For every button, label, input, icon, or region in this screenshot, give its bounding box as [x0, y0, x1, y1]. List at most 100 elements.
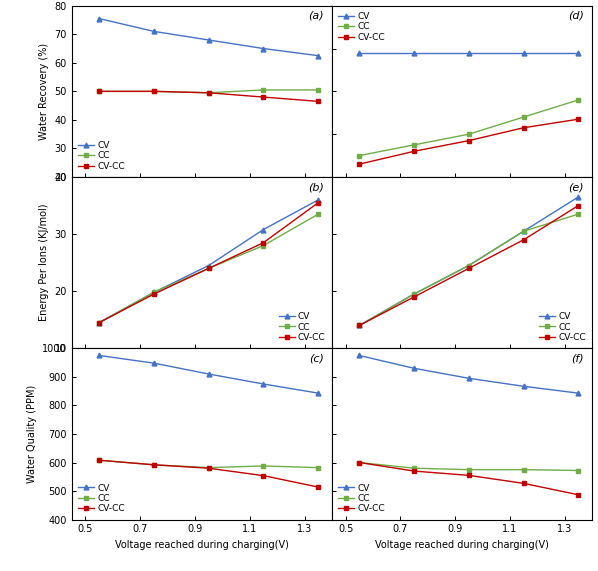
CV-CC — [575, 202, 582, 209]
Line: CV-CC: CV-CC — [357, 203, 581, 328]
CV — [356, 50, 363, 57]
CV-CC — [315, 484, 322, 490]
CV — [575, 50, 582, 57]
CC — [205, 90, 212, 96]
CC — [410, 142, 417, 148]
CV-CC — [520, 480, 527, 486]
CC — [96, 88, 103, 95]
CV — [410, 291, 417, 297]
CV-CC — [150, 88, 157, 95]
CV — [356, 352, 363, 359]
CC — [575, 467, 582, 474]
Text: (a): (a) — [309, 11, 324, 21]
Line: CV-CC: CV-CC — [357, 116, 581, 167]
CV-CC — [205, 465, 212, 472]
CV — [205, 262, 212, 269]
CC — [575, 211, 582, 218]
CV — [96, 319, 103, 326]
CV-CC — [205, 90, 212, 96]
CV-CC — [410, 468, 417, 475]
Legend: CV, CC, CV-CC: CV, CC, CV-CC — [77, 482, 126, 515]
CV-CC — [260, 239, 267, 246]
CV — [520, 383, 527, 390]
CV-CC — [356, 459, 363, 466]
CV-CC — [356, 322, 363, 329]
CV-CC — [315, 199, 322, 206]
CV-CC — [150, 291, 157, 297]
Line: CV-CC: CV-CC — [357, 460, 581, 497]
CC — [575, 96, 582, 103]
Line: CC: CC — [357, 460, 581, 473]
CV — [356, 322, 363, 329]
Line: CV: CV — [357, 353, 581, 396]
CC — [315, 87, 322, 94]
Line: CV: CV — [97, 198, 321, 325]
Line: CV-CC: CV-CC — [97, 89, 321, 104]
CV — [410, 365, 417, 372]
CV — [205, 371, 212, 377]
Line: CC: CC — [357, 212, 581, 328]
CC — [150, 88, 157, 95]
Text: (d): (d) — [568, 11, 584, 21]
Text: (b): (b) — [308, 182, 324, 192]
CV — [150, 289, 157, 296]
CV-CC — [520, 124, 527, 131]
CV-CC — [150, 461, 157, 468]
CC — [260, 463, 267, 469]
Text: (c): (c) — [309, 353, 324, 364]
CC — [465, 131, 472, 138]
CV — [520, 228, 527, 235]
CV — [315, 53, 322, 59]
CV-CC — [465, 265, 472, 272]
CV — [575, 194, 582, 200]
CV — [465, 375, 472, 382]
CC — [520, 466, 527, 473]
Legend: CV, CC, CV-CC: CV, CC, CV-CC — [277, 311, 327, 344]
Line: CV-CC: CV-CC — [97, 458, 321, 489]
CV — [150, 28, 157, 35]
CC — [96, 319, 103, 326]
CC — [356, 322, 363, 329]
CC — [465, 262, 472, 269]
Line: CC: CC — [97, 458, 321, 470]
Legend: CV, CC, CV-CC: CV, CC, CV-CC — [77, 139, 126, 172]
Line: CC: CC — [357, 98, 581, 158]
CC — [356, 152, 363, 159]
CV-CC — [315, 98, 322, 105]
CV-CC — [575, 116, 582, 123]
CC — [205, 464, 212, 471]
CV — [315, 196, 322, 203]
CV — [260, 226, 267, 233]
Text: (e): (e) — [569, 182, 584, 192]
CV — [575, 390, 582, 397]
CV-CC — [465, 472, 472, 478]
CV-CC — [96, 319, 103, 326]
CV-CC — [205, 265, 212, 272]
Legend: CV, CC, CV-CC: CV, CC, CV-CC — [337, 482, 386, 515]
CC — [150, 289, 157, 296]
CC — [520, 114, 527, 120]
Y-axis label: Energy Per Ions (KJ/mol): Energy Per Ions (KJ/mol) — [39, 204, 49, 321]
CV — [465, 262, 472, 269]
CC — [315, 211, 322, 218]
Line: CV: CV — [357, 195, 581, 328]
X-axis label: Voltage reached during charging(V): Voltage reached during charging(V) — [115, 540, 289, 550]
Line: CC: CC — [97, 212, 321, 325]
CV — [315, 390, 322, 397]
CC — [150, 461, 157, 468]
CC — [96, 457, 103, 464]
CC — [205, 265, 212, 272]
CV-CC — [96, 88, 103, 95]
CV-CC — [410, 293, 417, 300]
CC — [410, 291, 417, 297]
CC — [520, 228, 527, 235]
CC — [356, 459, 363, 466]
CC — [410, 465, 417, 472]
CC — [465, 466, 472, 473]
CV — [410, 50, 417, 57]
CV-CC — [260, 94, 267, 100]
Y-axis label: Water Quality (PPM): Water Quality (PPM) — [27, 385, 37, 483]
CV — [260, 45, 267, 52]
CV-CC — [575, 491, 582, 498]
CV-CC — [410, 148, 417, 155]
